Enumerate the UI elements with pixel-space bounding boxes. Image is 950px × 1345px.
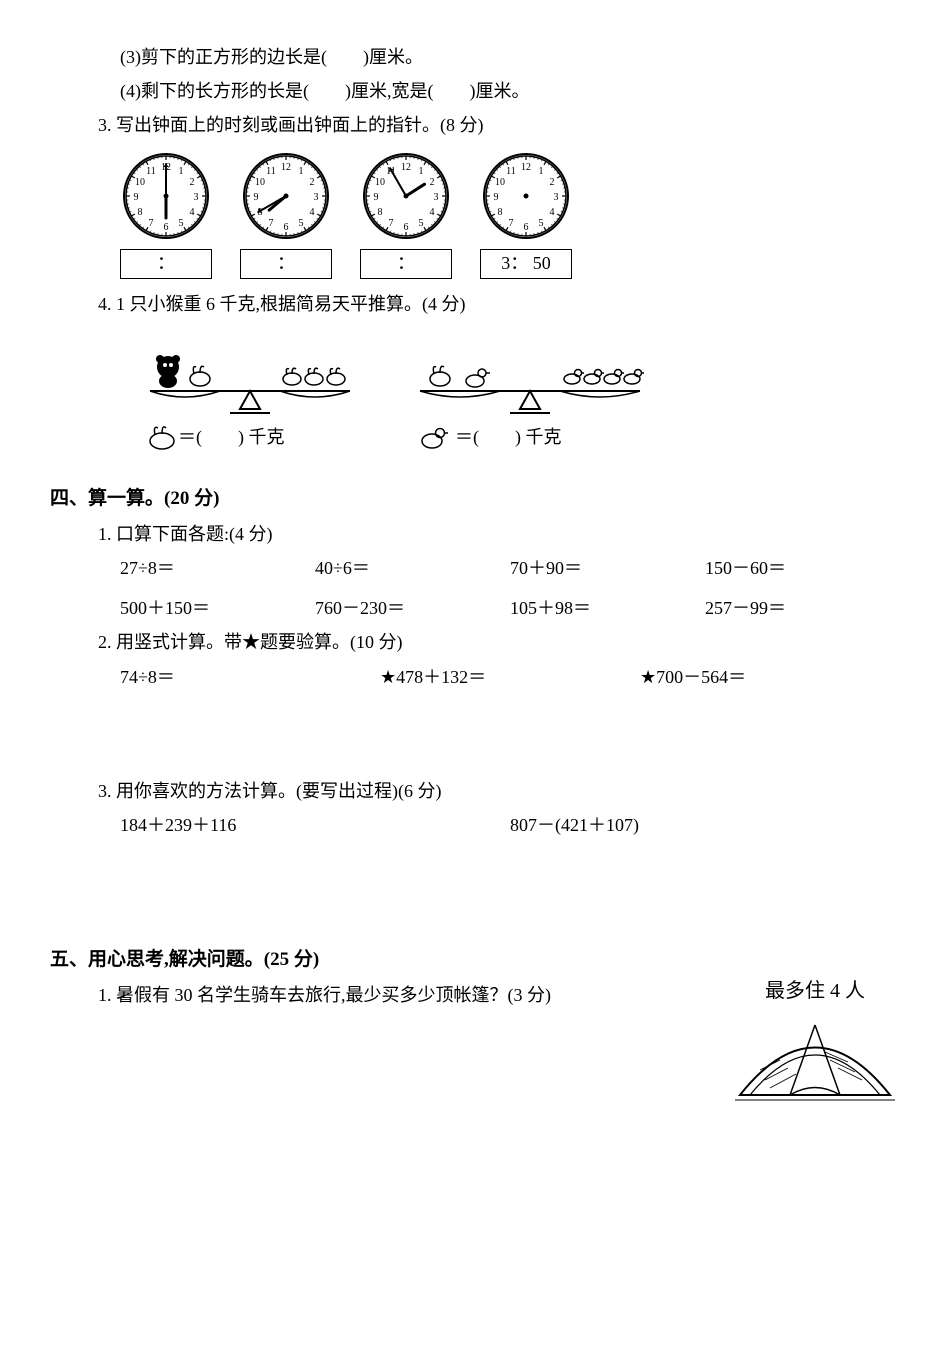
q3-heading: 3. 写出钟面上的时刻或画出钟面上的指针。(8 分) (98, 108, 900, 142)
s4q2-item-0: 74÷8＝ (120, 660, 380, 694)
clock-col-1: 123456789101112： (240, 151, 332, 279)
svg-text:12: 12 (521, 162, 531, 173)
s4q1-heading: 1. 口算下面各题:(4 分) (98, 517, 900, 551)
svg-text:7: 7 (389, 218, 394, 229)
svg-text:10: 10 (495, 177, 505, 188)
s4q1-grid: 27÷8＝40÷6＝70＋90＝150－60＝ 500＋150＝760－230＝1… (120, 551, 900, 625)
s4q2-item-1: ★478＋132＝ (380, 660, 640, 694)
svg-text:2: 2 (309, 177, 314, 188)
svg-text:11: 11 (506, 166, 516, 177)
clock-col-2: 123456789101112： (360, 151, 452, 279)
svg-text:1: 1 (179, 166, 184, 177)
s5q1-text: 1. 暑假有 30 名学生骑车去旅行,最少买多少顶帐篷？(3 分) (98, 978, 700, 1012)
clock-face-1: 123456789101112 (241, 151, 331, 241)
clock-answer-box-0: ： (120, 249, 212, 279)
svg-text:6: 6 (164, 222, 169, 233)
q4-heading: 4. 1 只小猴重 6 千克,根据简易天平推算。(4 分) (98, 287, 900, 321)
svg-text:9: 9 (254, 192, 259, 203)
svg-text:6: 6 (284, 222, 289, 233)
svg-text:12: 12 (401, 162, 411, 173)
s4q1-item-0: 27÷8＝ (120, 551, 315, 585)
clock-answer-box-2: ： (360, 249, 452, 279)
svg-text:＝( ) 千克: ＝( ) 千克 (455, 427, 562, 448)
svg-text:4: 4 (189, 207, 194, 218)
s4q1-item-1: 40÷6＝ (315, 551, 510, 585)
svg-text:9: 9 (134, 192, 139, 203)
svg-text:10: 10 (375, 177, 385, 188)
balance-figure: ＝( ) 千克 ＝( ) 千克 (120, 331, 900, 461)
svg-text:6: 6 (524, 222, 529, 233)
svg-text:1: 1 (419, 166, 424, 177)
clock-col-0: 123456789101112： (120, 151, 212, 279)
s4q3-item-0: 184＋239＋116 (120, 808, 510, 842)
clock-face-0: 123456789101112 (121, 151, 211, 241)
s4q1-item-6: 105＋98＝ (510, 591, 705, 625)
svg-text:3: 3 (194, 192, 199, 203)
s4q1-item-3: 150－60＝ (705, 551, 900, 585)
svg-text:5: 5 (419, 218, 424, 229)
svg-text:9: 9 (374, 192, 379, 203)
s4q1-item-2: 70＋90＝ (510, 551, 705, 585)
s4q1-item-7: 257－99＝ (705, 591, 900, 625)
svg-text:10: 10 (255, 177, 265, 188)
svg-text:3: 3 (314, 192, 319, 203)
s4q1-item-4: 500＋150＝ (120, 591, 315, 625)
s4q3-grid: 184＋239＋116807－(421＋107) (120, 808, 900, 842)
svg-text:2: 2 (549, 177, 554, 188)
svg-text:5: 5 (539, 218, 544, 229)
tent-label: 最多住 4 人 (765, 972, 865, 1010)
svg-text:7: 7 (509, 218, 514, 229)
svg-text:4: 4 (309, 207, 314, 218)
svg-text:4: 4 (429, 207, 434, 218)
svg-text:5: 5 (299, 218, 304, 229)
s4q2-item-2: ★700－564＝ (640, 660, 900, 694)
svg-text:8: 8 (378, 207, 383, 218)
q3-4-text: (4)剩下的长方形的长是( )厘米,宽是( )厘米。 (120, 74, 900, 108)
s4q3-item-1: 807－(421＋107) (510, 808, 900, 842)
svg-text:＝( ) 千克: ＝( ) 千克 (178, 427, 285, 448)
svg-text:11: 11 (266, 166, 276, 177)
svg-text:6: 6 (404, 222, 409, 233)
svg-text:12: 12 (281, 162, 291, 173)
svg-text:3: 3 (554, 192, 559, 203)
clock-row: 123456789101112：123456789101112：12345678… (120, 151, 900, 279)
svg-text:10: 10 (135, 177, 145, 188)
s4q2-grid: 74÷8＝★478＋132＝★700－564＝ (120, 660, 900, 694)
svg-text:3: 3 (434, 192, 439, 203)
svg-text:11: 11 (146, 166, 156, 177)
clock-answer-box-3: 3： 50 (480, 249, 572, 279)
svg-text:7: 7 (269, 218, 274, 229)
svg-text:4: 4 (549, 207, 554, 218)
svg-text:8: 8 (138, 207, 143, 218)
svg-text:2: 2 (429, 177, 434, 188)
clock-answer-box-1: ： (240, 249, 332, 279)
tent-figure: 最多住 4 人 (730, 972, 900, 1110)
section4-heading: 四、算一算。(20 分) (50, 481, 900, 517)
svg-text:1: 1 (539, 166, 544, 177)
svg-text:1: 1 (299, 166, 304, 177)
q3-3-text: (3)剪下的正方形的边长是( )厘米。 (120, 40, 900, 74)
svg-text:5: 5 (179, 218, 184, 229)
s4q3-heading: 3. 用你喜欢的方法计算。(要写出过程)(6 分) (98, 774, 900, 808)
svg-text:8: 8 (498, 207, 503, 218)
clock-face-2: 123456789101112 (361, 151, 451, 241)
svg-text:9: 9 (494, 192, 499, 203)
s4q1-item-5: 760－230＝ (315, 591, 510, 625)
svg-text:7: 7 (149, 218, 154, 229)
clock-col-3: 1234567891011123： 50 (480, 151, 572, 279)
s4q2-heading: 2. 用竖式计算。带★题要验算。(10 分) (98, 625, 900, 659)
svg-text:2: 2 (189, 177, 194, 188)
clock-face-3: 123456789101112 (481, 151, 571, 241)
